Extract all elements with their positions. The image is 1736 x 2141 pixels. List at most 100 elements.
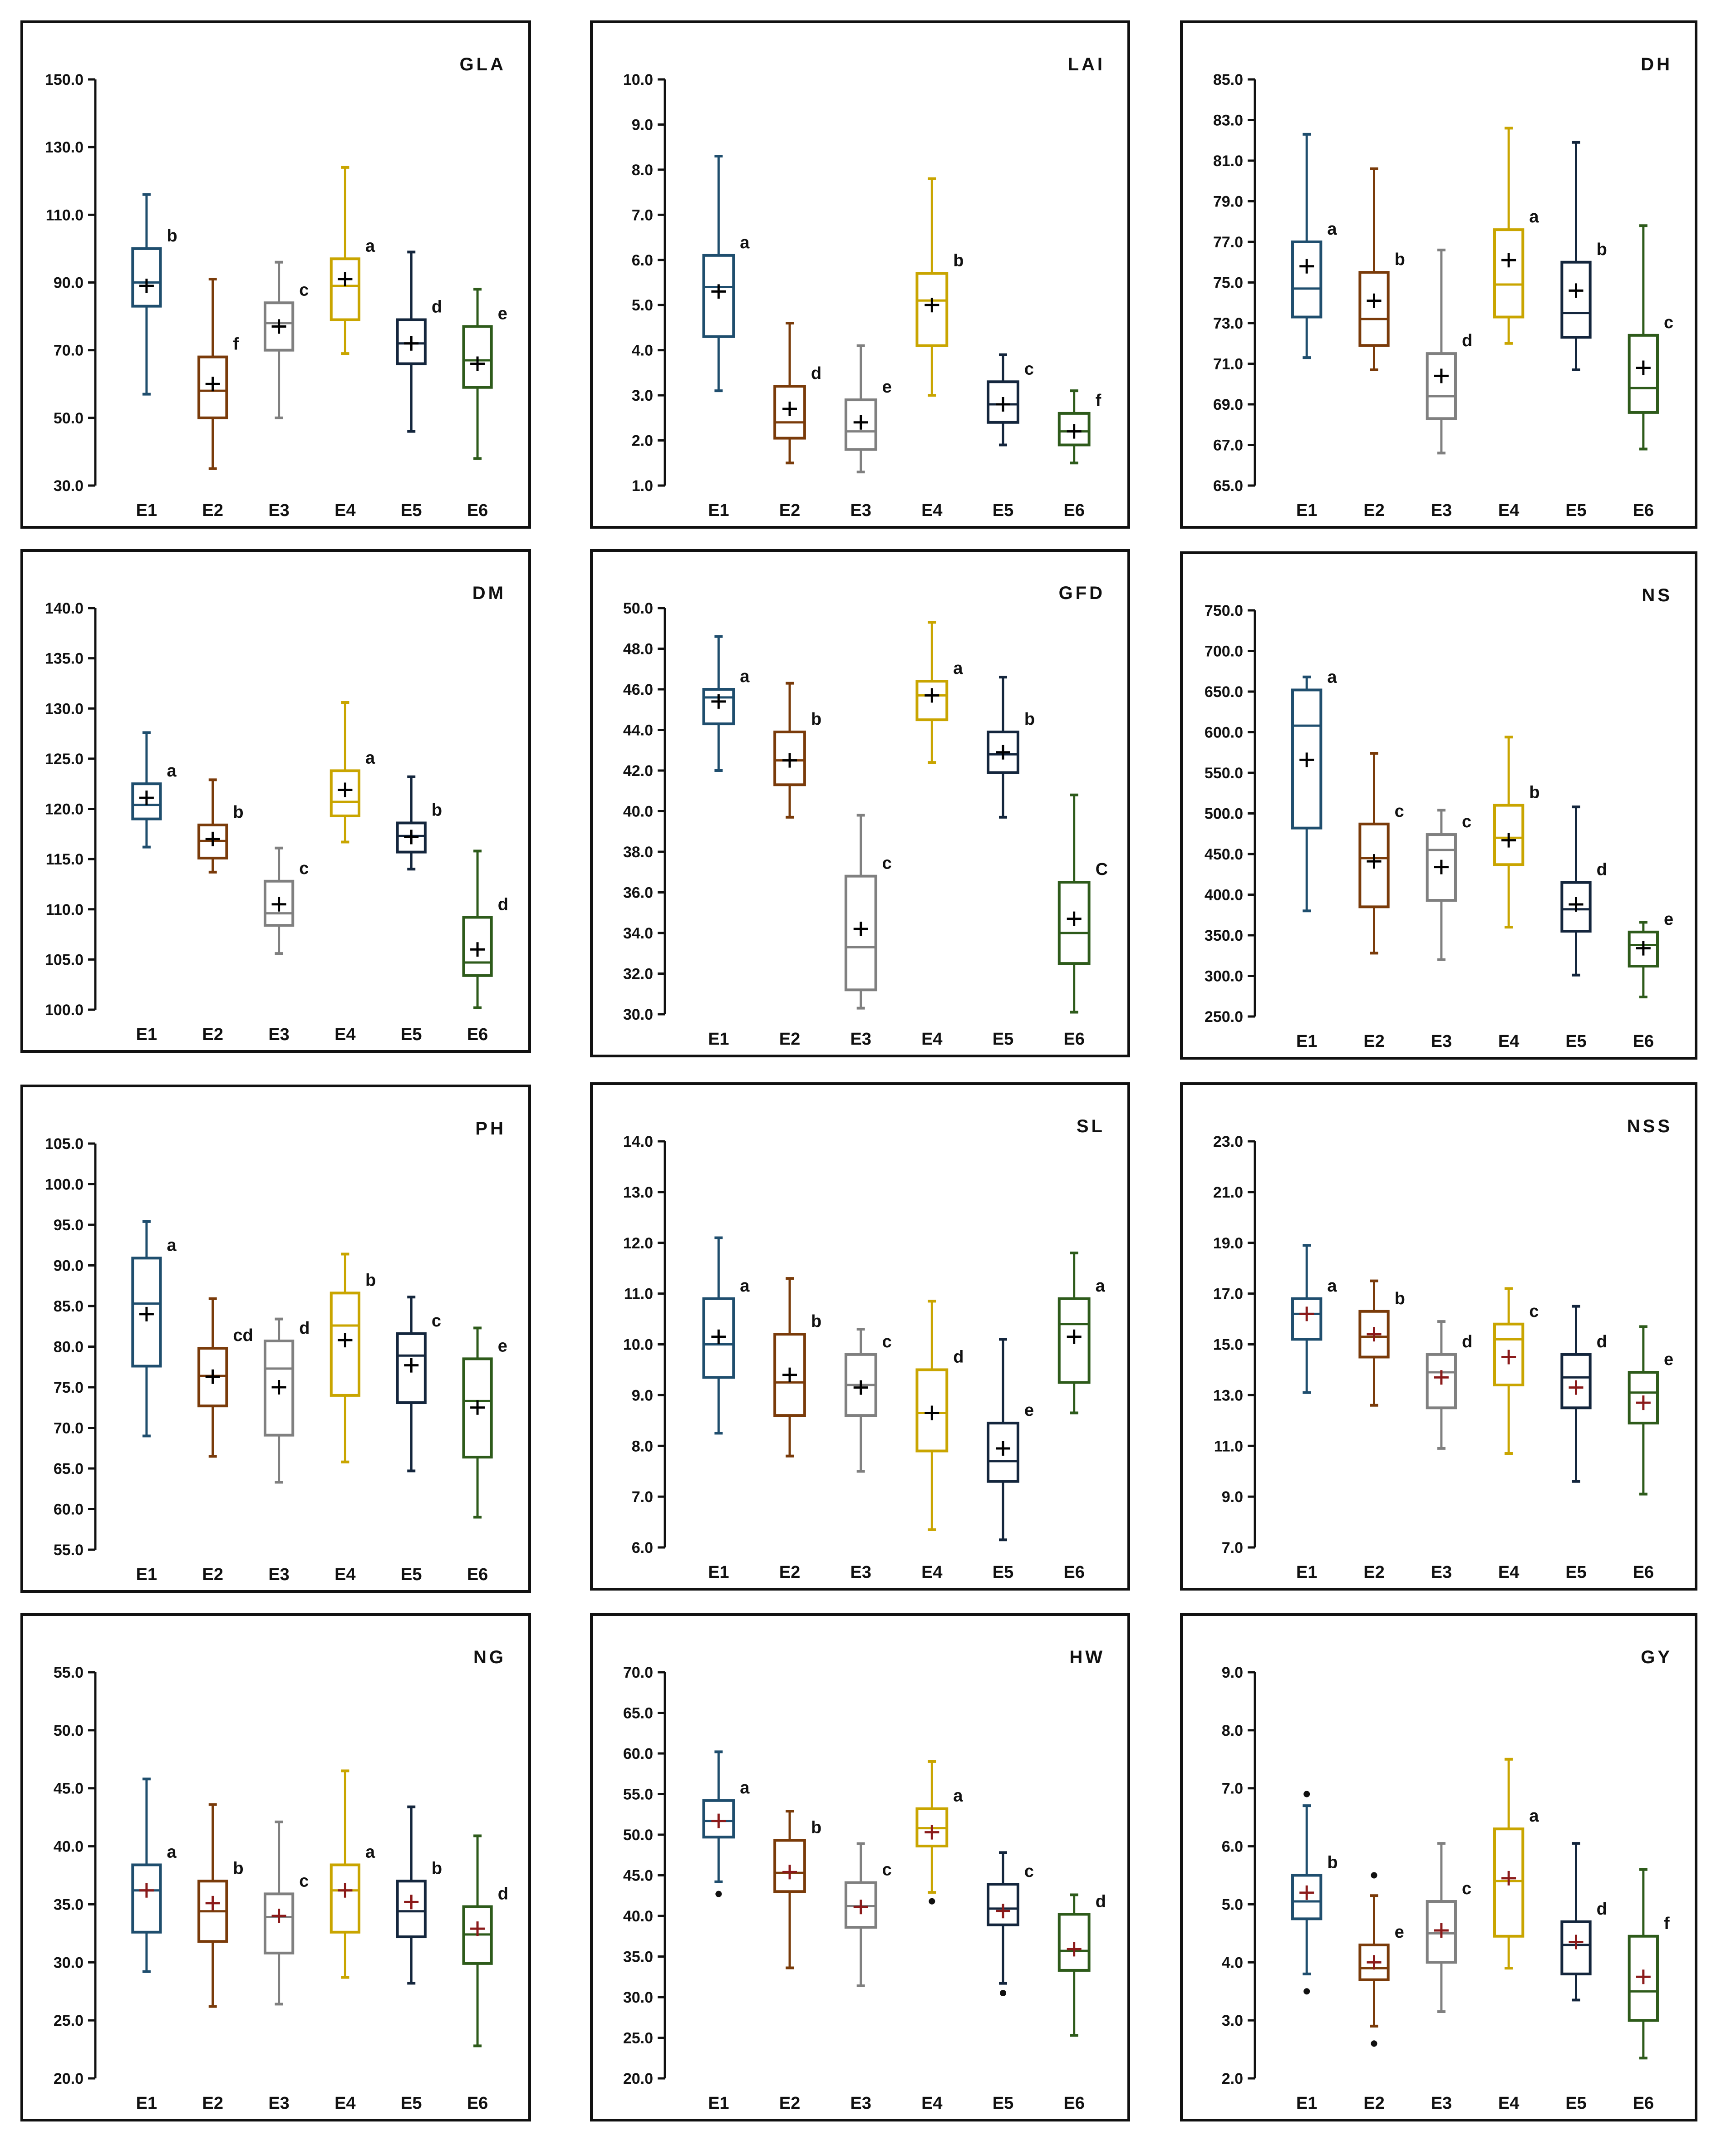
- x-tick-label: E3: [268, 2094, 289, 2113]
- iqr-box: [329, 1863, 361, 1934]
- significance-letter: b: [1327, 1853, 1338, 1872]
- x-tick-label: E6: [1063, 2094, 1084, 2113]
- mean-marker: [782, 1865, 797, 1880]
- outlier-point: [1371, 2040, 1377, 2047]
- significance-letter: a: [1096, 1277, 1106, 1296]
- box-e4: b E4: [329, 1252, 376, 1584]
- significance-letter: c: [1462, 812, 1471, 831]
- box-e4: b E4: [1493, 736, 1540, 1051]
- mean-marker: [1434, 1923, 1449, 1938]
- y-tick-label: 95.0: [54, 1217, 84, 1234]
- mean-marker: [853, 922, 868, 937]
- y-tick-label: 55.0: [54, 1542, 84, 1559]
- y-tick-label: 55.0: [54, 1664, 84, 1681]
- significance-letter: b: [233, 803, 243, 822]
- y-tick-label: 34.0: [623, 925, 653, 942]
- significance-letter: c: [1664, 313, 1673, 332]
- y-tick-label: 14.0: [623, 1133, 653, 1150]
- significance-letter: e: [498, 304, 507, 323]
- box-e6: e E6: [1628, 1325, 1673, 1582]
- significance-letter: b: [432, 800, 442, 820]
- x-tick-label: E4: [334, 2094, 355, 2113]
- x-tick-label: E2: [779, 501, 800, 520]
- mean-marker: [782, 753, 797, 768]
- x-tick-label: E1: [1296, 1032, 1317, 1051]
- chart-panel-ns: NS 250.0 300.0 350.0 400.0 450.0 500.0 550.0 600…: [1180, 551, 1697, 1060]
- box-e6: e E6: [1628, 910, 1673, 1051]
- box-e4: a E4: [915, 1760, 963, 2113]
- chart-title: GY: [1641, 1647, 1672, 1667]
- significance-letter: c: [882, 1332, 892, 1351]
- iqr-box: [702, 254, 735, 338]
- iqr-box: [462, 1357, 493, 1458]
- x-tick-label: E5: [993, 501, 1013, 520]
- significance-letter: a: [1327, 668, 1337, 687]
- box-e3: d E3: [1426, 1320, 1472, 1582]
- box-e2: b E2: [1358, 1279, 1405, 1582]
- x-tick-label: E5: [993, 2094, 1013, 2113]
- x-tick-label: E3: [850, 1563, 871, 1582]
- box-plot-gfd: GFD 30.0 32.0 34.0 36.0 38.0 40.0 42.0 44.0 46.0 4…: [590, 549, 1130, 1057]
- y-tick-label: 45.0: [54, 1780, 84, 1797]
- x-tick-label: E3: [268, 501, 289, 520]
- box-e1: a E1: [702, 155, 750, 520]
- box-e3: c E3: [844, 1327, 892, 1582]
- y-tick-label: 20.0: [623, 2070, 653, 2087]
- mean-marker: [139, 1306, 154, 1321]
- x-tick-label: E2: [202, 1565, 223, 1584]
- significance-letter: a: [365, 1842, 375, 1861]
- y-tick-label: 79.0: [1213, 193, 1243, 211]
- y-tick-label: 45.0: [623, 1867, 653, 1885]
- x-tick-label: E6: [1633, 1032, 1654, 1051]
- y-tick-label: 25.0: [54, 2012, 84, 2029]
- x-tick-label: E6: [1633, 1563, 1654, 1582]
- y-tick-label: 75.0: [54, 1379, 84, 1396]
- box-e2: f E2: [197, 278, 239, 520]
- mean-marker: [1067, 424, 1082, 439]
- x-tick-label: E2: [779, 2094, 800, 2113]
- box-e1: a E1: [131, 731, 177, 1044]
- significance-letter: e: [1664, 910, 1673, 929]
- chart-panel-ph: PH 55.0 60.0 65.0 70.0 75.0 80.0 85.0 90.0 95.0 10…: [20, 1085, 531, 1593]
- x-tick-label: E2: [1363, 1032, 1384, 1051]
- x-tick-label: E5: [1565, 501, 1586, 520]
- box-e5: c E5: [987, 1851, 1034, 2113]
- x-tick-label: E6: [1063, 501, 1084, 520]
- box-e3: c E3: [263, 846, 309, 1044]
- y-tick-label: 42.0: [623, 762, 653, 780]
- mean-marker: [1569, 1380, 1584, 1395]
- chart-panel-gla: GLA 30.0 50.0 70.0 90.0 110.0 130.0 150.0 b E1 f E2…: [20, 20, 531, 529]
- y-tick-label: 21.0: [1213, 1184, 1243, 1201]
- outlier-point: [929, 1898, 935, 1905]
- significance-letter: a: [953, 1787, 963, 1806]
- x-tick-label: E1: [1296, 501, 1317, 520]
- box-e6: C E6: [1057, 793, 1108, 1049]
- y-tick-label: 10.0: [623, 1336, 653, 1354]
- y-tick-label: 120.0: [45, 801, 84, 818]
- outlier-point: [1303, 1791, 1310, 1797]
- mean-marker: [338, 1883, 353, 1898]
- chart-title: DM: [472, 583, 506, 603]
- y-tick-label: 48.0: [623, 641, 653, 658]
- box-e5: c E5: [396, 1296, 441, 1584]
- mean-marker: [338, 782, 353, 797]
- mean-marker: [925, 1825, 939, 1840]
- box-e3: e E3: [844, 344, 892, 520]
- y-tick-label: 105.0: [45, 1135, 84, 1153]
- chart-title: LAI: [1068, 54, 1105, 74]
- mean-marker: [338, 272, 353, 287]
- y-tick-label: 2.0: [1222, 2070, 1243, 2087]
- y-tick-label: 7.0: [632, 206, 653, 224]
- significance-letter: cd: [233, 1326, 253, 1345]
- iqr-box: [1057, 412, 1091, 447]
- x-tick-label: E6: [1633, 2094, 1654, 2113]
- y-tick-label: 7.0: [1222, 1539, 1243, 1557]
- box-e5: b E5: [396, 775, 442, 1044]
- x-tick-label: E2: [202, 501, 223, 520]
- box-e1: b E1: [131, 193, 177, 520]
- box-e5: c E5: [987, 353, 1034, 520]
- significance-letter: a: [740, 1778, 750, 1797]
- significance-letter: d: [953, 1347, 964, 1366]
- box-e5: b E5: [1560, 141, 1607, 520]
